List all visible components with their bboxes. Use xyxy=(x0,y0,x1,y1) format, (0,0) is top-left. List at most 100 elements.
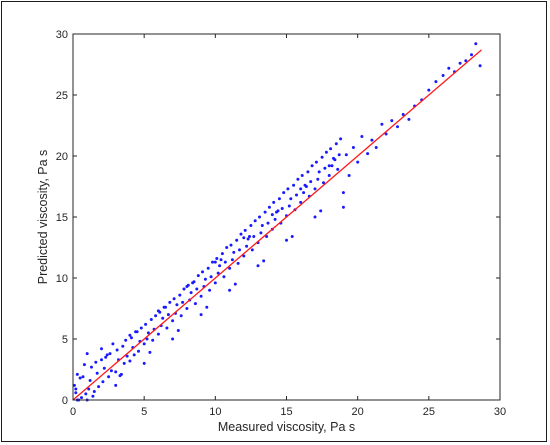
data-point xyxy=(324,150,328,154)
data-point xyxy=(72,383,76,387)
data-point xyxy=(216,271,220,275)
data-point xyxy=(262,259,266,263)
data-point xyxy=(132,353,136,357)
x-tick-label: 15 xyxy=(280,406,292,418)
data-point xyxy=(434,80,438,84)
data-point xyxy=(119,372,123,376)
data-point xyxy=(88,379,92,382)
data-point xyxy=(265,235,269,238)
data-point xyxy=(165,326,169,330)
data-point xyxy=(287,204,291,208)
data-point xyxy=(441,74,445,77)
y-axis-title: Predicted viscosity, Pa s xyxy=(36,150,50,285)
x-tick-label: 10 xyxy=(209,406,221,418)
data-point xyxy=(329,147,333,151)
data-point xyxy=(272,200,276,204)
data-point xyxy=(351,146,355,149)
data-point xyxy=(313,187,317,191)
data-point xyxy=(80,396,83,400)
data-point xyxy=(260,224,264,227)
data-point xyxy=(302,191,306,195)
data-point xyxy=(242,236,246,240)
data-point xyxy=(161,316,165,320)
data-point xyxy=(336,167,340,171)
data-point xyxy=(175,303,179,307)
x-tick-label: 20 xyxy=(352,406,364,418)
data-point xyxy=(171,319,175,323)
data-point xyxy=(206,266,210,270)
data-point xyxy=(218,264,222,268)
data-point xyxy=(108,352,112,356)
data-point xyxy=(327,164,331,168)
data-point xyxy=(222,275,226,279)
data-point xyxy=(101,380,105,384)
data-point xyxy=(87,387,91,391)
data-point xyxy=(380,122,384,126)
data-point xyxy=(208,288,212,292)
data-point xyxy=(289,197,293,201)
data-point xyxy=(109,369,113,373)
data-point xyxy=(319,209,323,213)
data-point xyxy=(203,277,207,281)
data-point xyxy=(280,207,284,210)
data-point xyxy=(95,371,99,375)
data-point xyxy=(339,137,343,141)
data-point xyxy=(121,344,125,348)
data-point xyxy=(267,205,271,209)
data-point xyxy=(295,193,298,197)
data-point xyxy=(252,235,256,238)
data-point xyxy=(139,326,143,330)
data-point xyxy=(193,302,197,306)
data-point xyxy=(407,117,411,121)
data-point xyxy=(223,260,227,264)
data-point xyxy=(347,174,351,177)
data-point xyxy=(151,338,155,342)
data-point xyxy=(219,258,223,262)
data-point xyxy=(75,372,79,376)
data-point xyxy=(125,354,129,358)
data-point xyxy=(341,191,345,195)
data-point xyxy=(199,313,203,317)
data-point xyxy=(181,300,185,304)
data-point xyxy=(195,287,199,291)
data-point xyxy=(213,281,217,285)
data-point xyxy=(90,365,93,369)
data-point xyxy=(182,287,186,291)
data-point xyxy=(474,42,478,46)
data-point xyxy=(243,228,247,232)
data-point xyxy=(313,215,317,219)
data-point xyxy=(285,238,288,242)
data-point xyxy=(447,66,451,70)
data-point xyxy=(235,238,239,242)
data-point xyxy=(296,177,300,181)
data-point xyxy=(250,248,254,252)
data-point xyxy=(333,158,337,162)
data-point xyxy=(104,355,108,359)
x-tick-label: 25 xyxy=(423,406,435,418)
data-point xyxy=(146,331,150,335)
data-point xyxy=(211,260,214,264)
data-point xyxy=(314,160,318,164)
data-point xyxy=(478,64,482,68)
data-point xyxy=(94,360,98,364)
data-point xyxy=(114,383,118,387)
data-point xyxy=(366,152,370,156)
data-point xyxy=(239,232,243,236)
data-point xyxy=(92,390,96,393)
data-point xyxy=(299,187,303,191)
data-point xyxy=(327,174,331,177)
data-point xyxy=(323,166,327,170)
y-tick-label: 0 xyxy=(62,395,68,407)
x-tick-label: 5 xyxy=(141,406,147,418)
data-point xyxy=(178,293,182,297)
data-point xyxy=(176,329,180,332)
data-point xyxy=(115,348,119,352)
data-point xyxy=(233,282,237,286)
data-point xyxy=(230,258,234,262)
data-point xyxy=(253,219,257,223)
data-point xyxy=(390,119,394,123)
data-point xyxy=(213,260,217,264)
data-point xyxy=(341,205,345,209)
data-point xyxy=(263,210,267,214)
